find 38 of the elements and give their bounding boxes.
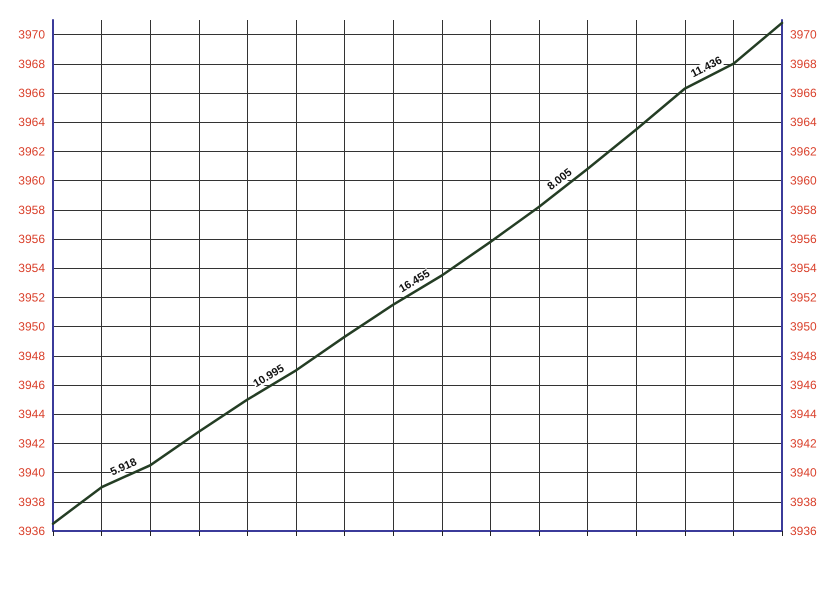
y-tick-label: 3952 bbox=[18, 290, 46, 304]
y2-tick-label: 3952 bbox=[790, 290, 818, 304]
y-tick-label: 3936 bbox=[18, 524, 46, 538]
y2-tick-label: 3964 bbox=[790, 115, 818, 130]
line-series bbox=[52, 22, 784, 525]
annotation: 5.918 bbox=[108, 456, 139, 478]
y-tick-label: 3970 bbox=[18, 28, 46, 42]
y-tick-label: 3950 bbox=[18, 320, 46, 334]
y-tick-label: 3964 bbox=[18, 115, 46, 130]
y2-tick-label: 3938 bbox=[790, 494, 818, 509]
y-tick-label: 3944 bbox=[18, 407, 46, 422]
y-tick-label: 3958 bbox=[18, 202, 46, 217]
y-tick-label: 3954 bbox=[18, 261, 46, 276]
y-tick-label: 3938 bbox=[18, 494, 46, 509]
y2-tick-label: 3962 bbox=[790, 144, 818, 158]
y2-tick-label: 3966 bbox=[790, 86, 818, 100]
y-tick-label: 3962 bbox=[18, 144, 46, 158]
y2-tick-label: 3944 bbox=[790, 407, 818, 422]
y2-tick-label: 3956 bbox=[790, 232, 818, 246]
y-tick-label: 3956 bbox=[18, 232, 46, 246]
y2-tick-label: 3948 bbox=[790, 348, 818, 363]
y2-tick-label: 3940 bbox=[790, 466, 818, 480]
y2-tick-label: 3946 bbox=[790, 378, 818, 392]
y-tick-label: 3966 bbox=[18, 86, 46, 100]
y2-tick-label: 3942 bbox=[790, 436, 818, 450]
y2-tick-label: 3950 bbox=[790, 320, 818, 334]
y2-tick-label: 3960 bbox=[790, 174, 818, 188]
y-tick-label: 3968 bbox=[18, 56, 46, 71]
y-tick-label: 3946 bbox=[18, 378, 46, 392]
y-tick-label: 3940 bbox=[18, 466, 46, 480]
y2-tick-label: 3968 bbox=[790, 56, 818, 71]
y2-tick-label: 3954 bbox=[790, 261, 818, 276]
y2-tick-label: 3958 bbox=[790, 202, 818, 217]
y-tick-label: 3960 bbox=[18, 174, 46, 188]
y-tick-label: 3948 bbox=[18, 348, 46, 363]
y2-tick-label: 3936 bbox=[790, 524, 818, 538]
y2-tick-label: 3970 bbox=[790, 28, 818, 42]
y-tick-label: 3942 bbox=[18, 436, 46, 450]
